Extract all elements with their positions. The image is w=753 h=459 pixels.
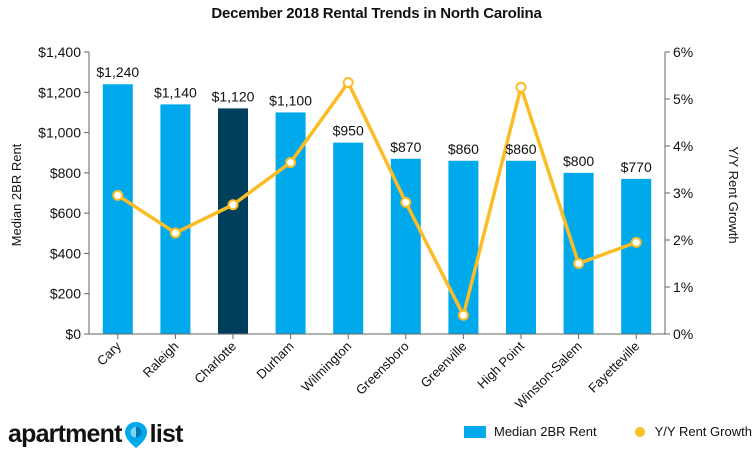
bar-data-label: $860: [505, 141, 536, 157]
growth-point: [342, 77, 354, 89]
axes-group: $0 $200 $400 $600 $800 $1,000 $1,200 $1,400 0% 1%…: [38, 44, 693, 411]
y-axis-title: Median 2BR Rent: [9, 143, 24, 246]
x-tick-label: Wilmington: [298, 339, 354, 395]
growth-point: [285, 156, 297, 168]
growth-point: [457, 309, 469, 321]
growth-point: [400, 196, 412, 208]
bar-high-point: [506, 160, 536, 334]
x-tick-label: Raleigh: [140, 339, 182, 381]
x-tick-label: Fayetteville: [585, 339, 642, 396]
x-tick-label: Greenville: [418, 339, 470, 391]
y-tick-label: $600: [50, 205, 81, 221]
y2-tick-label: 5%: [673, 91, 693, 107]
y2-tick-label: 1%: [673, 279, 693, 295]
growth-point: [630, 236, 642, 248]
bar-data-label: $870: [390, 139, 421, 155]
logo-text-apartment: apartment: [8, 420, 122, 448]
growth-point: [227, 199, 239, 211]
bar-data-label: $1,240: [96, 64, 139, 80]
bar-greenville: [448, 160, 479, 334]
chart: $0 $200 $400 $600 $800 $1,000 $1,200 $1,400 0% 1%…: [9, 44, 741, 411]
x-tick-label: High Point: [474, 338, 527, 391]
apartment-list-logo: apartment list: [8, 420, 183, 449]
legend-item-rent: Median 2BR Rent: [464, 424, 597, 439]
bar-data-label: $770: [621, 159, 652, 175]
bar-raleigh: [160, 104, 191, 334]
growth-point: [573, 258, 585, 269]
y-tick-label: $1,200: [38, 84, 81, 100]
y2-tick-label: 6%: [673, 44, 693, 60]
bar-greensboro: [390, 158, 421, 334]
y-tick-label: $200: [50, 286, 81, 302]
y2-axis-title: Y/Y Rent Growth: [726, 146, 741, 243]
growth-point: [112, 189, 124, 201]
y-tick-label: $400: [50, 245, 81, 261]
x-tick-label: Durham: [253, 339, 296, 382]
growth-point: [169, 227, 181, 239]
y-tick-label: $0: [65, 326, 81, 342]
bar-data-label: $1,120: [212, 88, 255, 104]
y2-tick-label: 2%: [673, 232, 693, 248]
growth-point: [515, 81, 527, 93]
legend-dot-swatch: [634, 426, 645, 437]
legend-bar-swatch: [464, 425, 486, 438]
y-tick-label: $800: [50, 165, 81, 181]
bar-winston-salem: [563, 172, 594, 334]
bar-data-label: $1,140: [154, 84, 197, 100]
bars-group: [102, 84, 652, 335]
bar-data-label: $1,100: [269, 92, 312, 108]
legend-item-growth: Y/Y Rent Growth: [634, 424, 752, 439]
bar-data-label: $860: [448, 141, 479, 157]
legend-label-growth: Y/Y Rent Growth: [654, 424, 752, 439]
y2-tick-label: 3%: [673, 185, 693, 201]
x-tick-label: Greensboro: [353, 339, 412, 398]
chart-title: December 2018 Rental Trends in North Car…: [211, 5, 542, 22]
logo-text-list: list: [149, 420, 184, 448]
y-tick-label: $1,000: [38, 125, 81, 141]
bar-cary: [102, 84, 133, 334]
growth-line: [116, 80, 637, 317]
y2-tick-label: 4%: [673, 138, 693, 154]
growth-line-group: [112, 77, 642, 321]
y2-tick-label: 0%: [673, 326, 693, 342]
legend: Median 2BR Rent Y/Y Rent Growth: [464, 424, 752, 439]
bar-charlotte: [218, 108, 248, 335]
y-tick-label: $1,400: [38, 44, 81, 60]
bar-fayetteville: [621, 178, 652, 334]
legend-label-rent: Median 2BR Rent: [494, 424, 597, 439]
bar-data-label: $800: [563, 153, 594, 169]
labels-group: $1,240 $1,140 $1,120 $1,100 $950 $870 $860 $860…: [96, 64, 652, 175]
bar-wilmington: [333, 142, 364, 334]
bar-data-label: $950: [333, 123, 364, 139]
x-tick-label: Charlotte: [191, 339, 239, 387]
x-tick-label: Cary: [94, 338, 124, 368]
location-pin-icon: [124, 421, 147, 448]
